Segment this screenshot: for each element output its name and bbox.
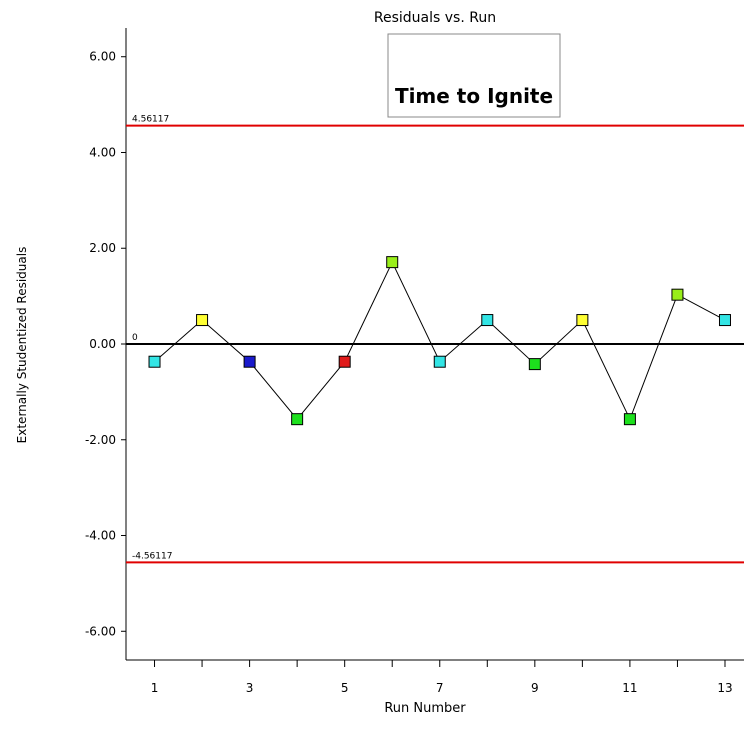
data-point — [386, 256, 399, 269]
x-tick-label: 3 — [246, 681, 254, 695]
series — [148, 256, 731, 426]
y-axis-ticks: 6.00 4.00 2.00 0.00 -2.00 -4.00 -6.00 — [85, 50, 126, 638]
data-point — [528, 358, 541, 371]
reference-lines: 4.56117 0 -4.56117 — [126, 115, 744, 564]
data-point — [481, 314, 494, 327]
data-point — [196, 314, 209, 327]
y-tick-label: 2.00 — [89, 241, 116, 255]
data-point — [243, 355, 256, 368]
annotation-text: Time to Ignite — [395, 84, 553, 108]
annotation-box: Time to Ignite — [387, 33, 561, 118]
x-tick-label: 11 — [622, 681, 637, 695]
x-axis-label: Run Number — [384, 701, 466, 716]
x-tick-label: 5 — [341, 681, 349, 695]
data-point — [291, 413, 304, 426]
y-tick-label: 0.00 — [89, 337, 116, 351]
y-tick-label: -2.00 — [85, 433, 116, 447]
data-point — [623, 413, 636, 426]
chart-title: Residuals vs. Run — [374, 10, 496, 26]
data-point — [338, 355, 351, 368]
y-tick-label: 6.00 — [89, 50, 116, 64]
y-tick-label: 4.00 — [89, 145, 116, 159]
data-point — [671, 288, 684, 301]
y-axis-label: Externally Studentized Residuals — [15, 247, 29, 444]
y-tick-label: -4.00 — [85, 529, 116, 543]
annotation-frame — [387, 33, 561, 118]
y-tick-label: -6.00 — [85, 624, 116, 638]
x-tick-label: 13 — [717, 681, 732, 695]
data-point — [576, 314, 589, 327]
data-point — [148, 355, 161, 368]
data-point — [718, 314, 731, 327]
reference-line-label: 0 — [132, 333, 138, 343]
x-tick-label: 1 — [151, 681, 159, 695]
data-point — [433, 355, 446, 368]
reference-line-label: 4.56117 — [132, 115, 169, 125]
x-axis-ticks: 1 3 5 7 9 11 13 — [151, 660, 733, 695]
x-tick-label: 9 — [531, 681, 539, 695]
x-tick-label: 7 — [436, 681, 444, 695]
series-line — [154, 260, 726, 421]
reference-line-label: -4.56117 — [132, 551, 172, 561]
